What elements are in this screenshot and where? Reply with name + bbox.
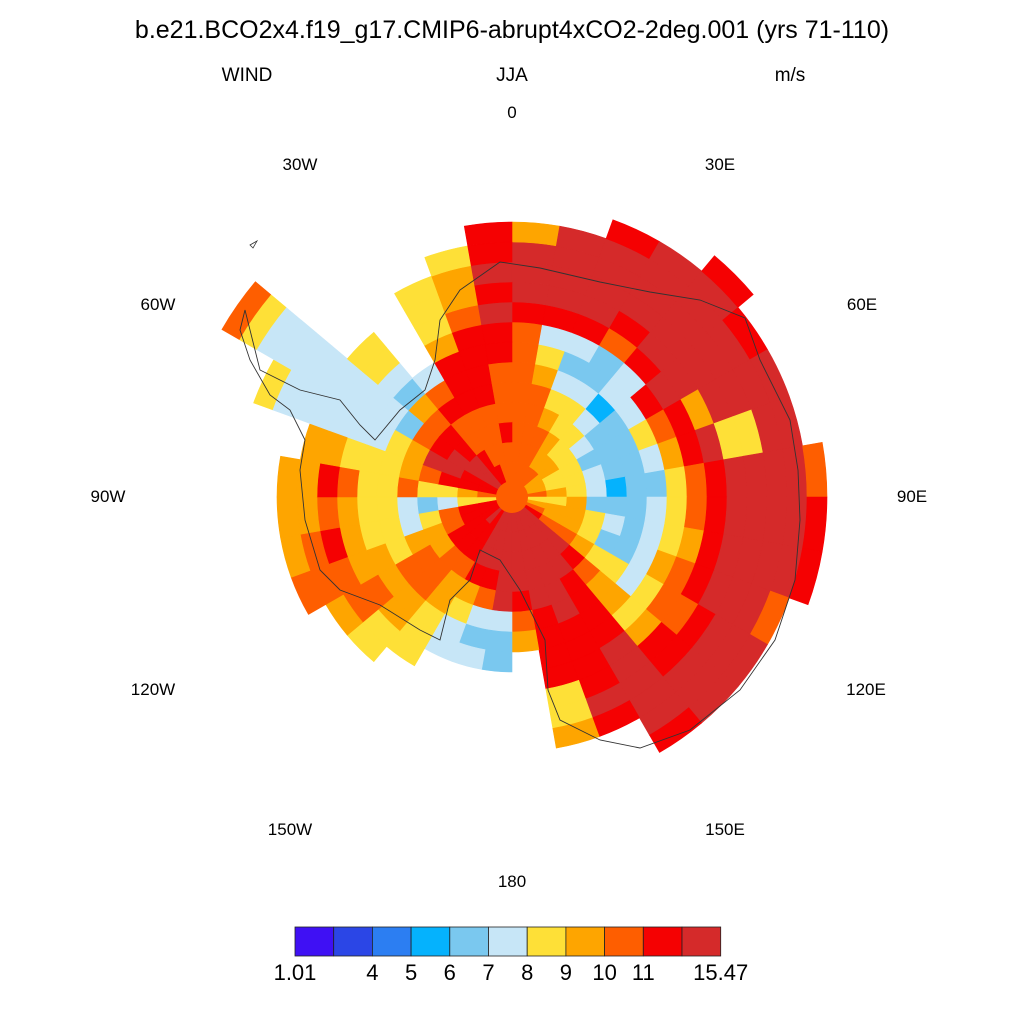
wind-cell [346, 331, 388, 373]
wind-cell [336, 466, 360, 498]
wind-cell [649, 707, 703, 753]
wind-cell [762, 448, 788, 498]
colorbar-label: 6 [443, 960, 456, 985]
wind-cell [376, 473, 400, 498]
lon-label-120w: 120W [130, 680, 176, 699]
wind-cell [356, 469, 380, 498]
wind-cell [316, 462, 341, 498]
colorbar-box [642, 926, 683, 957]
wind-cell [762, 496, 788, 546]
wind-cell [470, 261, 513, 286]
wind-cell [703, 496, 728, 535]
wind-cell [296, 496, 321, 535]
wind-cell [511, 241, 557, 266]
colorbar-box [410, 926, 451, 957]
wind-cell [723, 455, 748, 498]
colorbar-box [294, 926, 335, 957]
wind-field-cells [221, 219, 828, 753]
colorbar-label: 4 [366, 960, 379, 985]
lon-label-180: 180 [497, 872, 527, 891]
wind-cell [396, 496, 419, 518]
wind-cell [477, 301, 513, 326]
lon-label-30w: 30W [282, 155, 318, 174]
colorbar-label: 7 [482, 960, 495, 985]
wind-cell [788, 547, 823, 606]
colorbar-label: 15.47 [693, 960, 749, 985]
plot-title: b.e21.BCO2x4.f19_g17.CMIP6-abrupt4xCO2-2… [134, 16, 890, 44]
wind-cell [376, 496, 400, 521]
center-string-season: JJA [496, 65, 528, 86]
right-string-units: m/s [774, 65, 806, 86]
colorbar-box [371, 926, 412, 957]
wind-cell [511, 321, 543, 345]
wind-cell [683, 496, 708, 532]
wind-cell [511, 341, 540, 365]
lon-label-90w: 90W [90, 487, 126, 506]
wind-cell [491, 381, 513, 404]
lon-label-150e: 150E [705, 820, 745, 839]
colorbar-box [488, 926, 528, 957]
colorbar-label: 10 [592, 960, 617, 985]
colorbar-label: 1.01 [273, 960, 317, 985]
colorbar-box [604, 926, 644, 957]
wind-cell [743, 452, 768, 498]
lon-label-0: 0 [507, 103, 517, 122]
wind-cell [484, 341, 513, 365]
wind-cell [701, 255, 754, 308]
colorbar-label: 9 [559, 960, 573, 985]
colorbar-box [681, 926, 722, 957]
wind-cell [605, 476, 628, 498]
wind-cell [336, 496, 360, 528]
lon-label-90e: 90E [896, 487, 928, 506]
colorbar-box [526, 926, 567, 957]
pole-cell [496, 481, 528, 513]
colorbar-label: 5 [404, 960, 418, 985]
wind-cell [723, 496, 748, 539]
island-outline [249, 239, 259, 249]
wind-cell [276, 496, 301, 539]
wind-cell [463, 221, 513, 247]
colorbar-box [449, 926, 489, 957]
wind-cell [624, 496, 648, 521]
lon-label-30e: 30E [704, 155, 736, 174]
lon-label-150w: 150W [267, 820, 313, 839]
wind-cell [511, 221, 561, 247]
wind-cell [683, 462, 708, 498]
wind-cell [467, 241, 513, 266]
wind-cell [481, 321, 513, 345]
wind-cell [488, 609, 513, 633]
wind-cell [276, 455, 301, 498]
colorbar-label: 11 [631, 960, 655, 985]
colorbar-box [333, 926, 373, 957]
wind-cell [644, 469, 668, 498]
wind-cell [474, 281, 513, 306]
lon-label-120e: 120E [846, 680, 886, 699]
colorbar-box [565, 926, 606, 957]
lon-label-60w: 60W [140, 295, 176, 314]
wind-cell [743, 496, 768, 542]
antarctica-coastline [239, 261, 801, 749]
wind-cell [488, 361, 513, 385]
wind-cell [644, 496, 668, 525]
wind-cell [511, 281, 550, 306]
wind-cell [511, 361, 536, 385]
wind-cell [664, 466, 688, 498]
colorbar-label: 8 [521, 960, 534, 985]
wind-cell [481, 649, 513, 673]
wind-cell [624, 473, 648, 498]
wind-cell [511, 261, 554, 286]
wind-cell [664, 496, 688, 528]
wind-cell [356, 496, 380, 525]
wind-cell [484, 629, 513, 653]
wind-cell [703, 459, 728, 498]
colorbar [294, 926, 722, 957]
wind-cell [511, 301, 547, 326]
wind-cell [316, 496, 341, 532]
wind-cell [511, 629, 540, 653]
lon-label-60e: 60E [846, 295, 878, 314]
left-string-variable: WIND [221, 65, 273, 86]
